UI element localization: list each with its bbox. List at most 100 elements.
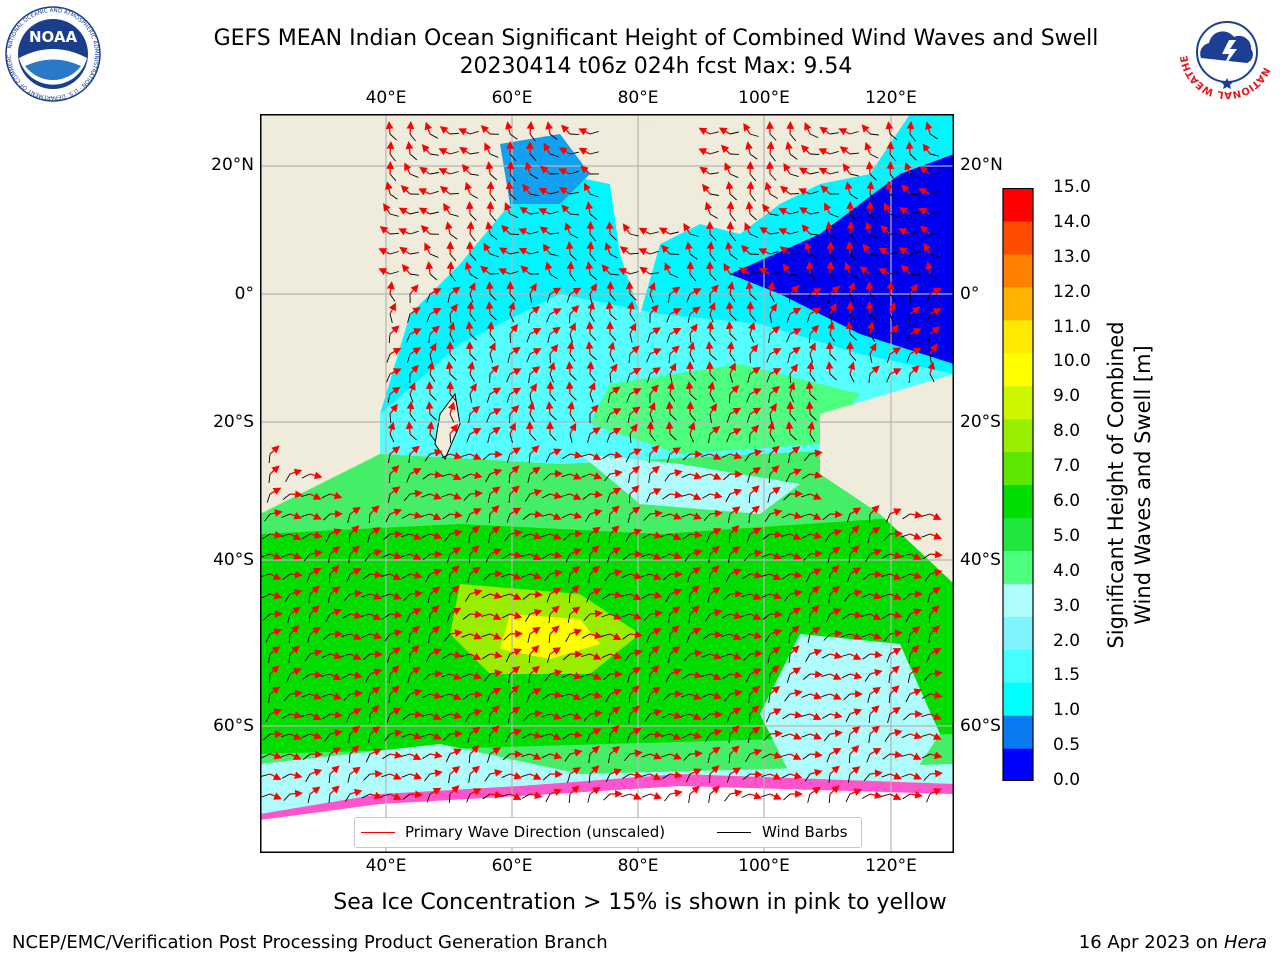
lon-label-top: 40°E <box>365 88 407 108</box>
wind-barb <box>721 613 731 619</box>
wave-direction-arrow <box>609 469 623 478</box>
wind-barb <box>469 193 479 199</box>
lon-label-top: 100°E <box>738 88 790 108</box>
wave-direction-arrow <box>545 121 553 135</box>
wave-direction-arrow <box>549 326 561 335</box>
wind-barb <box>549 273 558 280</box>
wind-barb <box>909 211 919 215</box>
wave-direction-arrow <box>569 305 580 315</box>
wave-direction-arrow <box>529 510 543 519</box>
wave-direction-arrow <box>664 262 672 275</box>
wave-direction-arrow <box>389 486 401 495</box>
wave-direction-arrow <box>389 647 402 655</box>
wind-barb <box>386 653 391 663</box>
wind-barb <box>422 473 431 480</box>
wave-direction-arrow <box>809 549 823 558</box>
wave-direction-arrow <box>589 652 602 660</box>
wind-barb <box>809 171 819 175</box>
wind-barb <box>508 413 511 424</box>
wave-direction-arrow <box>558 187 571 195</box>
wind-barb <box>749 313 757 322</box>
wave-direction-arrow <box>709 509 723 518</box>
wave-direction-arrow <box>905 141 914 155</box>
wind-barb <box>541 493 551 499</box>
wave-direction-arrow <box>369 570 383 579</box>
wave-direction-arrow <box>729 428 742 436</box>
wind-barb <box>668 633 671 644</box>
wave-direction-and-wind-barbs <box>261 121 943 804</box>
wind-barb <box>388 333 391 344</box>
wave-direction-arrow <box>565 241 574 255</box>
wind-barb <box>829 253 837 262</box>
wind-barb <box>709 373 717 381</box>
wave-direction-arrow <box>467 361 475 375</box>
wave-direction-arrow <box>665 401 674 415</box>
wind-barb <box>748 513 751 523</box>
wind-barb <box>627 413 631 423</box>
wave-direction-arrow <box>369 527 381 535</box>
wave-direction-arrow <box>809 449 823 458</box>
wave-height-map <box>260 114 954 853</box>
wind-barb <box>641 593 651 599</box>
wind-barb <box>389 413 392 424</box>
wave-direction-arrow <box>804 122 812 135</box>
wave-direction-arrow <box>749 631 763 640</box>
wave-direction-arrow <box>424 121 432 135</box>
wind-barb <box>649 231 659 235</box>
wave-direction-arrow <box>669 512 682 520</box>
wave-direction-arrow <box>409 364 419 375</box>
wave-direction-arrow <box>607 341 616 355</box>
colorbar-tick-label: 12.0 <box>1053 281 1091 302</box>
wave-direction-arrow <box>709 710 723 719</box>
wind-barb <box>467 573 471 583</box>
colorbar-tick-label: 7.0 <box>1053 456 1081 477</box>
wave-direction-arrow <box>846 221 855 235</box>
wave-direction-arrow <box>778 228 791 236</box>
wave-direction-arrow <box>529 328 542 336</box>
wave-direction-arrow <box>569 472 582 480</box>
wave-direction-arrow <box>501 224 511 235</box>
wind-barb <box>528 313 531 323</box>
wave-direction-arrow <box>558 147 571 155</box>
wave-direction-arrow <box>669 490 683 499</box>
wave-direction-arrow <box>408 382 416 395</box>
wave-direction-arrow <box>601 264 611 275</box>
wind-barb <box>267 653 271 663</box>
wave-direction-arrow <box>589 508 603 517</box>
wind-barb <box>721 653 731 658</box>
wind-barb <box>729 131 739 135</box>
wind-barb <box>622 553 631 561</box>
wave-direction-arrow <box>649 645 660 655</box>
wind-barb <box>641 573 651 578</box>
wave-direction-arrow <box>789 307 802 315</box>
wave-direction-arrow <box>489 612 502 620</box>
wave-direction-arrow <box>789 328 802 336</box>
wave-direction-arrow <box>818 148 831 156</box>
wave-direction-arrow <box>509 346 521 355</box>
wave-direction-arrow <box>438 148 451 156</box>
wave-direction-arrow <box>729 385 740 395</box>
wave-direction-arrow <box>669 469 683 477</box>
colorbar-tick-label: 5.0 <box>1053 525 1081 546</box>
wave-direction-arrow <box>889 648 902 656</box>
wind-barb <box>568 313 571 324</box>
wind-barb <box>528 453 531 464</box>
wave-direction-arrow <box>669 327 682 336</box>
wind-barb <box>426 293 431 303</box>
wave-direction-arrow <box>461 163 471 175</box>
wave-direction-arrow <box>825 361 834 375</box>
wave-direction-arrow <box>798 188 811 196</box>
wave-direction-arrow <box>469 452 482 460</box>
wave-direction-arrow <box>826 261 835 275</box>
wave-direction-arrow <box>787 381 796 395</box>
wind-barb <box>568 573 571 583</box>
wave-direction-arrow <box>409 328 422 336</box>
wave-direction-arrow <box>789 346 801 355</box>
wave-direction-arrow <box>749 770 763 779</box>
wave-direction-arrow <box>480 124 491 135</box>
wave-direction-arrow <box>509 405 520 415</box>
wave-direction-arrow <box>609 505 620 515</box>
wind-barb <box>522 593 531 600</box>
wind-barb <box>828 573 831 584</box>
wind-barb <box>781 513 791 519</box>
